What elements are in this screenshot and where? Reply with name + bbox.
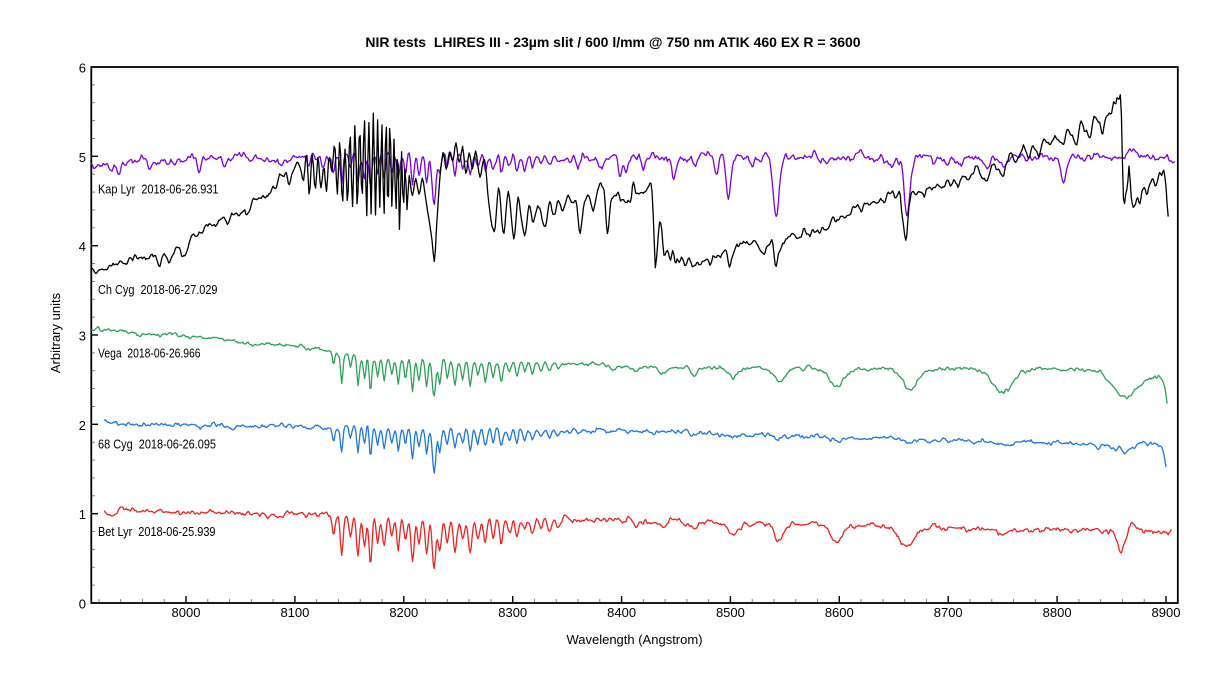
svg-text:8000: 8000 — [172, 605, 201, 620]
svg-text:8900: 8900 — [1152, 605, 1181, 620]
svg-text:8800: 8800 — [1043, 605, 1072, 620]
svg-text:8600: 8600 — [825, 605, 854, 620]
svg-text:0: 0 — [79, 597, 86, 612]
svg-text:Vega 2018-06-26.966: Vega 2018-06-26.966 — [98, 345, 201, 360]
svg-text:5: 5 — [79, 150, 86, 165]
svg-text:8500: 8500 — [716, 605, 745, 620]
svg-text:1: 1 — [79, 507, 86, 522]
svg-text:8300: 8300 — [498, 605, 527, 620]
svg-text:8400: 8400 — [607, 605, 636, 620]
svg-text:2: 2 — [79, 418, 86, 433]
svg-text:Bet Lyr 2018-06-25.939: Bet Lyr 2018-06-25.939 — [98, 524, 216, 539]
svg-text:Ch Cyg 2018-06-27.029: Ch Cyg 2018-06-27.029 — [98, 282, 218, 297]
svg-text:8200: 8200 — [389, 605, 418, 620]
svg-text:6: 6 — [79, 61, 86, 76]
svg-text:Arbitrary units: Arbitrary units — [48, 292, 63, 373]
svg-text:8100: 8100 — [280, 605, 309, 620]
svg-text:4: 4 — [79, 239, 86, 254]
svg-text:8700: 8700 — [934, 605, 963, 620]
svg-text:Wavelength (Angstrom): Wavelength (Angstrom) — [566, 632, 702, 647]
svg-text:3: 3 — [79, 329, 86, 344]
svg-text:Kap Lyr 2018-06-26.931: Kap Lyr 2018-06-26.931 — [98, 182, 219, 197]
svg-text:NIR tests LHIRES III - 23µm s: NIR tests LHIRES III - 23µm slit / 600 l… — [365, 34, 860, 50]
svg-text:68 Cyg 2018-06-26.095: 68 Cyg 2018-06-26.095 — [98, 437, 216, 452]
